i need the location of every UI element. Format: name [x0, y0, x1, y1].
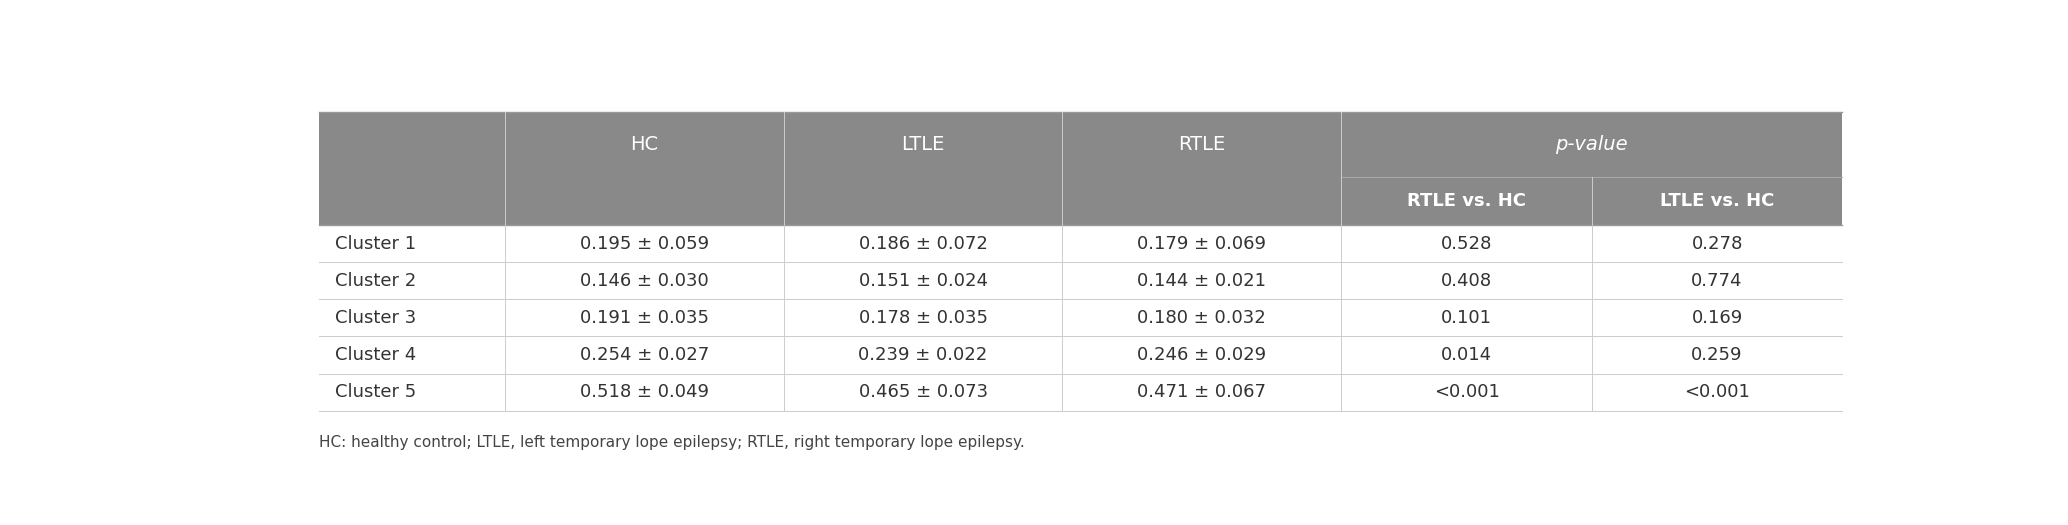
Text: <0.001: <0.001	[1433, 383, 1499, 401]
Text: Cluster 4: Cluster 4	[335, 346, 416, 364]
Bar	[318, 262, 1843, 299]
Text: 0.151 ± 0.024: 0.151 ± 0.024	[858, 272, 989, 290]
Text: p-value: p-value	[1555, 135, 1628, 154]
Text: 0.101: 0.101	[1441, 309, 1493, 327]
Text: 0.180 ± 0.032: 0.180 ± 0.032	[1137, 309, 1266, 327]
Text: 0.259: 0.259	[1692, 346, 1743, 364]
Text: 0.246 ± 0.029: 0.246 ± 0.029	[1137, 346, 1266, 364]
Bar	[318, 177, 1843, 225]
Bar	[318, 111, 1843, 177]
Bar	[318, 299, 1843, 337]
Text: 0.178 ± 0.035: 0.178 ± 0.035	[858, 309, 989, 327]
Text: Cluster 5: Cluster 5	[335, 383, 416, 401]
Text: HC: healthy control; LTLE, left temporary lope epilepsy; RTLE, right temporary l: HC: healthy control; LTLE, left temporar…	[318, 436, 1026, 450]
Text: Cluster 2: Cluster 2	[335, 272, 416, 290]
Bar	[318, 337, 1843, 374]
Text: 0.146 ± 0.030: 0.146 ± 0.030	[581, 272, 709, 290]
Text: 0.465 ± 0.073: 0.465 ± 0.073	[858, 383, 989, 401]
Text: 0.471 ± 0.067: 0.471 ± 0.067	[1137, 383, 1266, 401]
Text: 0.014: 0.014	[1441, 346, 1493, 364]
Text: LTLE: LTLE	[902, 135, 945, 154]
Text: Cluster 3: Cluster 3	[335, 309, 416, 327]
Text: 0.518 ± 0.049: 0.518 ± 0.049	[579, 383, 709, 401]
Text: 0.278: 0.278	[1692, 235, 1743, 253]
Text: <0.001: <0.001	[1683, 383, 1750, 401]
Text: 0.195 ± 0.059: 0.195 ± 0.059	[579, 235, 709, 253]
Text: RTLE vs. HC: RTLE vs. HC	[1406, 192, 1526, 210]
Text: 0.528: 0.528	[1441, 235, 1493, 253]
Text: 0.254 ± 0.027: 0.254 ± 0.027	[579, 346, 709, 364]
Text: 0.408: 0.408	[1441, 272, 1493, 290]
Text: 0.186 ± 0.072: 0.186 ± 0.072	[858, 235, 989, 253]
Text: 0.191 ± 0.035: 0.191 ± 0.035	[579, 309, 709, 327]
Text: LTLE vs. HC: LTLE vs. HC	[1661, 192, 1774, 210]
Text: 0.144 ± 0.021: 0.144 ± 0.021	[1137, 272, 1266, 290]
Text: 0.169: 0.169	[1692, 309, 1743, 327]
Text: Cluster 1: Cluster 1	[335, 235, 416, 253]
Text: 0.774: 0.774	[1692, 272, 1743, 290]
Bar	[318, 374, 1843, 411]
Text: 0.239 ± 0.022: 0.239 ± 0.022	[858, 346, 989, 364]
Bar	[318, 225, 1843, 262]
Text: HC: HC	[631, 135, 658, 154]
Text: 0.179 ± 0.069: 0.179 ± 0.069	[1137, 235, 1266, 253]
Text: RTLE: RTLE	[1179, 135, 1226, 154]
